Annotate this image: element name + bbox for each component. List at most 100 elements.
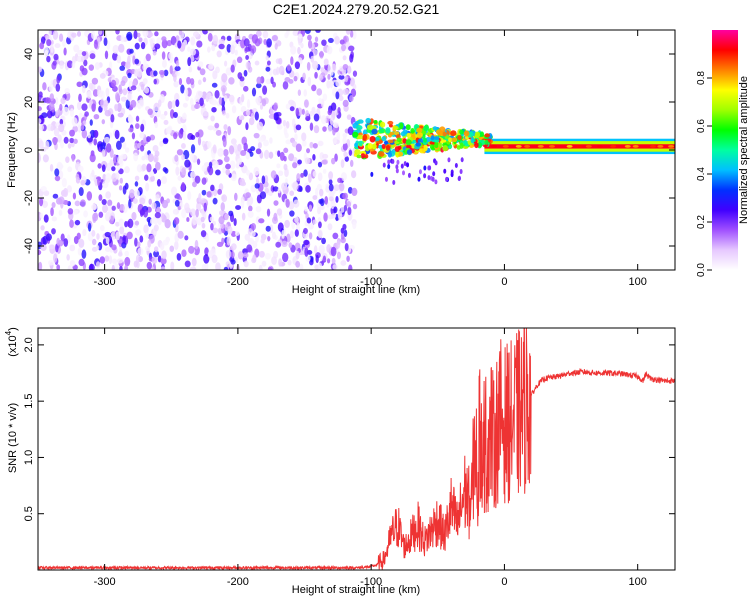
- spectrogram-cell: [223, 148, 229, 157]
- spectrogram-cell: [290, 56, 294, 66]
- spectrogram-cell: [228, 145, 235, 155]
- spectrogram-cell: [309, 141, 314, 149]
- spectrogram-cell: [76, 101, 82, 111]
- spectrogram-cell: [56, 237, 61, 246]
- spectrogram-cell: [346, 255, 350, 262]
- spectrogram-signal-cell: [387, 120, 394, 125]
- spectrogram-cell: [342, 192, 348, 200]
- spectrogram-cell: [288, 153, 295, 162]
- spectrogram-cell: [327, 37, 334, 43]
- spectrogram-cell: [283, 163, 288, 171]
- spectrogram-cell: [281, 240, 288, 248]
- spectrogram-cell: [40, 225, 45, 231]
- spectrogram-cell: [126, 231, 133, 240]
- spectrogram-cell: [339, 39, 345, 45]
- spectrogram-cell: [320, 67, 325, 73]
- spectrogram-cell: [201, 208, 205, 216]
- spectrogram-cell: [174, 92, 180, 102]
- spectrogram-cell: [153, 250, 160, 258]
- spectrogram-cell: [122, 235, 126, 245]
- spectrogram-cell: [310, 257, 314, 263]
- spectrogram-cell: [316, 88, 323, 96]
- snr-x-tick-label: -200: [227, 576, 249, 588]
- spectrogram-cell: [139, 235, 144, 243]
- spectrogram-cell: [173, 73, 177, 83]
- spectrogram-cell: [188, 66, 193, 73]
- spectrogram-cell: [261, 175, 266, 185]
- spectrogram-cell: [163, 110, 168, 116]
- spectrogram-cell: [255, 148, 262, 155]
- spectrogram-cell: [176, 252, 182, 261]
- spectrogram-cell: [161, 250, 167, 260]
- spectrogram-cell: [78, 187, 84, 197]
- spectrogram-signal-cell: [364, 154, 369, 159]
- spectrogram-cell: [254, 60, 260, 66]
- spectrogram-cell: [163, 69, 169, 77]
- spectrogram-cell: [212, 197, 218, 205]
- spectrogram-signal-cell: [396, 137, 402, 143]
- spectrogram-cell: [38, 66, 43, 73]
- spectrogram-cell: [343, 229, 348, 237]
- spectrogram-cell: [59, 139, 65, 149]
- spectrogram-signal-cell: [430, 135, 435, 141]
- snr-y-scale-label: (x104): [4, 327, 19, 357]
- spectrogram-cell: [288, 79, 294, 84]
- spectrogram-cell: [257, 141, 262, 149]
- spectrogram-cell: [54, 97, 59, 106]
- spectrogram-signal-cell: [354, 142, 358, 148]
- spectrogram-cell: [212, 227, 219, 234]
- spectrogram-cell: [218, 96, 223, 106]
- spectrogram-cell: [147, 153, 154, 163]
- spectrogram-cell: [173, 111, 178, 118]
- spectrogram-cell: [283, 147, 289, 154]
- spectrogram-cell: [146, 163, 152, 173]
- spectrogram-cell: [38, 261, 43, 270]
- spectrogram-cell: [139, 132, 145, 139]
- spectrogram-cell: [59, 118, 64, 125]
- spectrogram-cell: [258, 264, 263, 270]
- spectrogram-cell: [459, 169, 463, 175]
- spectrogram-cell: [243, 85, 249, 92]
- spectrogram-cell: [218, 43, 225, 50]
- spectrogram-cell: [308, 204, 313, 211]
- spectrogram-cell: [348, 264, 353, 270]
- spectrogram-cell: [127, 218, 134, 229]
- spectrogram-cell: [276, 208, 283, 216]
- spectrogram-cell: [343, 151, 348, 158]
- spectrogram-cell: [50, 207, 54, 217]
- spectrogram-cell: [215, 169, 221, 176]
- spectrogram-cell: [190, 153, 195, 162]
- spectrogram-cell: [43, 46, 49, 56]
- spectrogram-cell: [334, 35, 340, 45]
- spectrogram-cell: [282, 119, 287, 127]
- spectrogram-cell: [150, 175, 155, 182]
- spectrogram-cell: [104, 109, 111, 117]
- spectrogram-cell: [175, 35, 180, 43]
- spectrogram-cell: [323, 212, 328, 222]
- colorbar-tick-label: 0.8: [696, 71, 707, 85]
- spectrogram-cell: [108, 132, 113, 138]
- spectrogram-cell: [329, 68, 334, 76]
- spectrogram-cell: [149, 134, 156, 141]
- spectrogram-cell: [120, 96, 127, 102]
- spectrogram-cell: [307, 76, 312, 87]
- spectrogram-cell: [196, 217, 203, 226]
- spectrogram-cell: [235, 205, 242, 210]
- spectrogram-signal-cell: [585, 145, 592, 148]
- spectrogram-cell: [136, 68, 143, 78]
- spectrogram-signal-cell: [451, 137, 458, 143]
- spectrogram-cell: [81, 129, 88, 139]
- spectrogram-cell: [162, 239, 169, 246]
- spectrogram-cell: [183, 88, 189, 97]
- spectrogram-cell: [387, 159, 391, 165]
- spectrogram-cell: [119, 136, 125, 143]
- spectrogram-cell: [56, 75, 61, 84]
- spectrogram-cell: [265, 78, 272, 85]
- spectrogram-cell: [202, 30, 209, 35]
- spectrogram-signal-cell: [360, 153, 366, 159]
- spectrogram-cell: [305, 116, 311, 122]
- spectrogram-cell: [143, 86, 150, 94]
- spectrogram-cell: [327, 109, 332, 116]
- snr-y-axis: 0.5 1.0 1.5 2.0: [23, 337, 675, 521]
- spectrogram-cell: [39, 212, 44, 219]
